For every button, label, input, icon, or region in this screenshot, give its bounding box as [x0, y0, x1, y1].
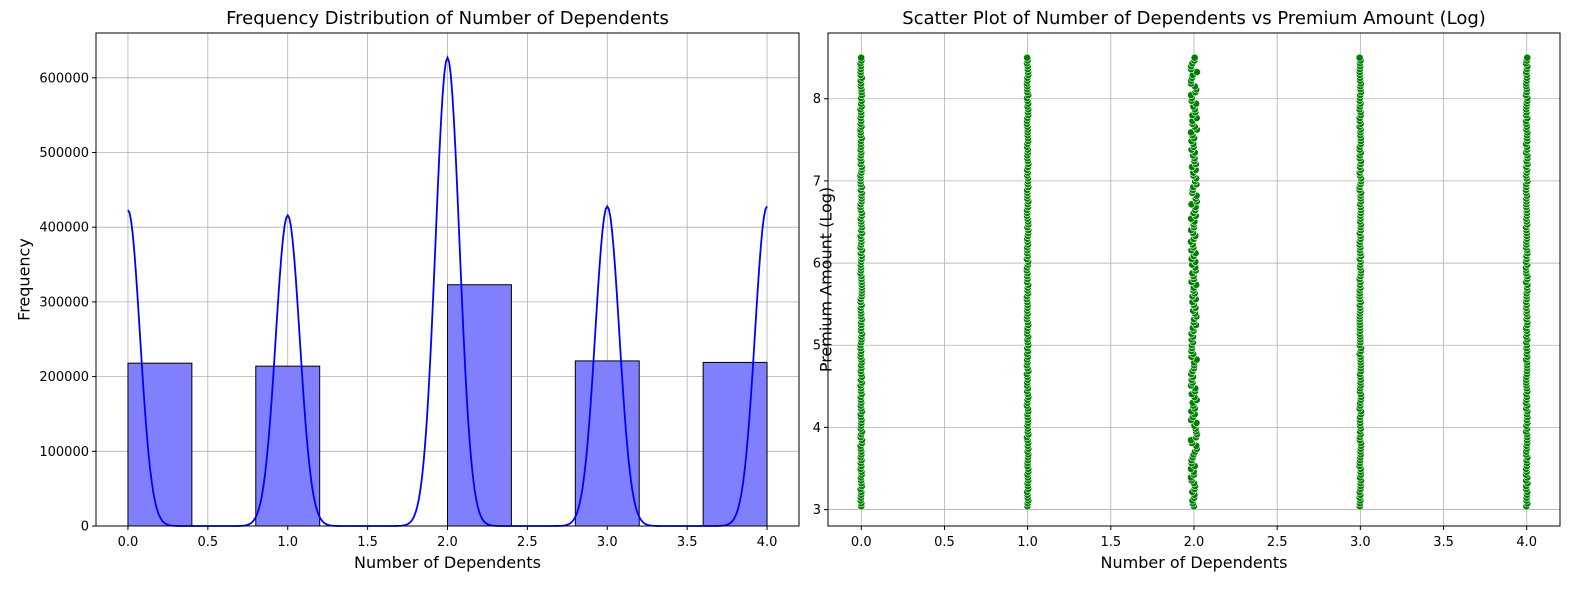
histogram-x-tick-label: 4.0	[757, 535, 778, 550]
histogram-x-tick-label: 3.0	[597, 535, 618, 550]
scatter-x-tick-label: 1.5	[1100, 535, 1121, 550]
histogram-bar	[255, 365, 321, 527]
scatter-x-tick-label: 1.0	[1017, 535, 1038, 550]
histogram-y-tick-label: 400000	[39, 221, 89, 236]
scatter-x-tick-label: 2.5	[1267, 535, 1288, 550]
scatter-x-tick-label: 3.0	[1350, 535, 1371, 550]
histogram-y-tick-label: 300000	[39, 295, 89, 310]
histogram-x-tick-label: 2.0	[437, 535, 458, 550]
scatter-y-tick-label: 3	[813, 503, 821, 518]
scatter-point	[1190, 53, 1199, 62]
scatter-y-ticks: 3 4 5 6 7 8	[813, 92, 828, 518]
scatter-y-axis-label: Premium Amount (Log)	[817, 187, 836, 372]
scatter-x-tick-label: 0.0	[851, 535, 872, 550]
scatter-x-tick-label: 4.0	[1516, 535, 1537, 550]
histogram-y-ticks: 0 100000 200000 300000 400000 500000 600000	[39, 71, 96, 535]
scatter-x-axis-label: Number of Dependents	[1101, 553, 1288, 572]
scatter-x-ticks: 0.0 0.5 1.0 1.5 2.0 2.5 3.0 3.5 4.0	[851, 526, 1537, 550]
scatter-y-tick-label: 8	[813, 92, 821, 107]
histogram-x-tick-label: 0.5	[197, 535, 218, 550]
scatter-point	[1023, 53, 1032, 62]
scatter-chart: 0.0 0.5 1.0 1.5 2.0 2.5 3.0 3.5 4.0 3 4 5 6 7 8 Scatt…	[813, 8, 1561, 572]
histogram-bar	[127, 362, 193, 527]
scatter-title: Scatter Plot of Number of Dependents vs …	[902, 8, 1486, 29]
histogram-x-tick-label: 3.5	[677, 535, 698, 550]
scatter-y-tick-label: 4	[813, 421, 821, 436]
histogram-x-tick-label: 1.0	[277, 535, 298, 550]
histogram-y-axis-label: Frequency	[15, 238, 34, 321]
histogram-x-tick-label: 0.0	[118, 535, 139, 550]
histogram-x-tick-label: 1.5	[357, 535, 378, 550]
histogram-y-tick-label: 500000	[39, 146, 89, 161]
scatter-x-tick-label: 0.5	[934, 535, 955, 550]
histogram-chart: 0.0 0.5 1.0 1.5 2.0 2.5 3.0 3.5 4.0 0 100000 20000…	[15, 8, 800, 572]
histogram-title: Frequency Distribution of Number of Depe…	[226, 8, 669, 29]
histogram-y-tick-label: 0	[81, 520, 89, 535]
histogram-x-axis-label: Number of Dependents	[354, 553, 541, 572]
histogram-y-tick-label: 600000	[39, 71, 89, 86]
histogram-y-tick-label: 100000	[39, 445, 89, 460]
scatter-y-tick-label: 5	[813, 339, 821, 354]
histogram-bars	[127, 284, 768, 527]
scatter-x-tick-label: 3.5	[1433, 535, 1454, 550]
scatter-point	[857, 53, 866, 62]
histogram-bar	[447, 284, 512, 527]
scatter-point	[1355, 53, 1364, 62]
scatter-points	[856, 53, 1532, 511]
histogram-x-tick-label: 2.5	[517, 535, 538, 550]
histogram-bar	[702, 361, 768, 527]
scatter-x-tick-label: 2.0	[1184, 535, 1205, 550]
histogram-x-ticks: 0.0 0.5 1.0 1.5 2.0 2.5 3.0 3.5 4.0	[118, 526, 778, 550]
scatter-point	[1523, 53, 1532, 62]
scatter-y-tick-label: 6	[813, 257, 821, 272]
histogram-bar	[574, 360, 640, 527]
scatter-y-tick-label: 7	[813, 174, 821, 189]
histogram-y-tick-label: 200000	[39, 370, 89, 385]
